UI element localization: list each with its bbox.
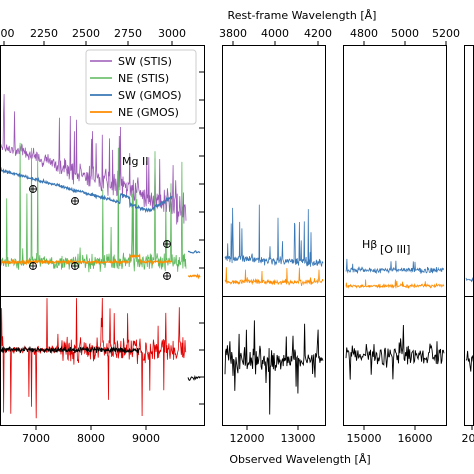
legend-box [85, 49, 197, 125]
trace-ratio-gmos-tail [187, 374, 201, 381]
spectrum-traces [0, 94, 474, 419]
trace-ratio-gmos [0, 345, 141, 355]
trace-p3-sw [345, 258, 444, 275]
top-axis-label: Rest-frame Wavelength [Å] [228, 9, 377, 22]
xtick-rest-label-0-4: 3000 [158, 27, 186, 40]
xtick-obs-label-0-2: 9000 [132, 432, 160, 445]
xtick-rest-label-2-1: 5000 [391, 27, 419, 40]
xtick-rest-label-1-0: 3800 [219, 27, 247, 40]
panel-frame-4 [464, 45, 474, 426]
xtick-rest-label-1-1: 4000 [261, 27, 289, 40]
trace-p4-ratio [465, 350, 474, 372]
trace-sw-gmos-tail [187, 250, 201, 254]
line-label-mgii: Mg II [122, 155, 148, 168]
trace-ne-gmos [0, 253, 173, 266]
trace-sw-gmos [0, 167, 173, 214]
xtick-obs-label-0-0: 7000 [22, 432, 50, 445]
xtick-rest-label-1-2: 4200 [304, 27, 332, 40]
trace-p2-sw [224, 204, 324, 268]
xtick-rest-label-0-1: 2250 [30, 27, 58, 40]
panel-frame-3 [343, 45, 447, 426]
bottom-axis-label: Observed Wavelength [Å] [229, 453, 370, 466]
xtick-rest-label-2-2: 5200 [432, 27, 460, 40]
trace-p3-ratio [345, 324, 445, 380]
trace-p2-ne [224, 267, 324, 286]
trace-ratio-stis [0, 297, 187, 419]
trace-p3-ne [345, 279, 445, 290]
xtick-obs-label-1-0: 12000 [230, 432, 265, 445]
axis-ticks: 7000 8000 9000 12000 13000 15000 16000 200 000 22… [0, 27, 474, 445]
xtick-rest-label-0-0: 000 [0, 27, 15, 40]
legend-label-ne-stis: NE (STIS) [118, 72, 169, 85]
line-label-hbeta: Hβ [362, 238, 377, 251]
legend-label-ne-gmos: NE (GMOS) [118, 106, 179, 119]
xtick-rest-label-0-3: 2750 [114, 27, 142, 40]
xtick-obs-label-2-0: 15000 [347, 432, 382, 445]
xtick-obs-label-1-1: 13000 [281, 432, 316, 445]
trace-p4-sw [465, 277, 474, 283]
line-label-oiii: [O III] [380, 243, 410, 256]
panel-frame-2 [222, 45, 326, 426]
legend: SW (STIS) NE (STIS) SW (GMOS) NE (GMOS) [85, 49, 197, 125]
xtick-obs-label-3-0: 200 [462, 432, 474, 445]
trace-ne-gmos-tail [187, 273, 201, 280]
xtick-rest-label-0-2: 2500 [72, 27, 100, 40]
legend-label-sw-stis: SW (STIS) [118, 55, 172, 68]
xtick-rest-label-2-0: 4800 [350, 27, 378, 40]
panel-frame-1 [0, 45, 205, 426]
xtick-obs-label-0-1: 8000 [77, 432, 105, 445]
legend-label-sw-gmos: SW (GMOS) [118, 89, 182, 102]
trace-p2-ratio [224, 320, 324, 415]
xtick-obs-label-2-1: 16000 [398, 432, 433, 445]
